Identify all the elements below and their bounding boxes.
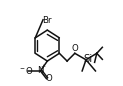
Text: O: O [72, 44, 79, 53]
Text: Br: Br [42, 16, 51, 25]
Text: $^-$O: $^-$O [18, 65, 34, 76]
Text: +: + [40, 64, 46, 69]
Text: O: O [45, 74, 52, 83]
Text: N: N [37, 66, 44, 75]
Text: Si: Si [83, 54, 92, 64]
